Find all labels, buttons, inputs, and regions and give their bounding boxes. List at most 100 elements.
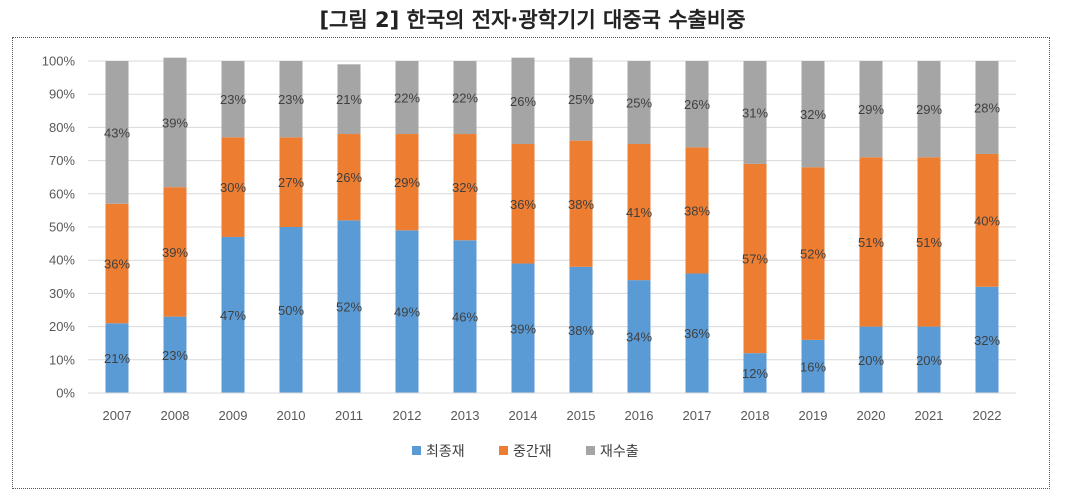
data-label: 29% bbox=[916, 102, 942, 117]
data-label: 51% bbox=[916, 235, 942, 250]
legend-swatch bbox=[586, 446, 595, 455]
data-label: 16% bbox=[800, 359, 826, 374]
bar-2019-중간재 bbox=[801, 167, 825, 340]
data-label: 36% bbox=[684, 326, 710, 341]
y-tick-label: 80% bbox=[49, 120, 75, 135]
bar-2014-최종재 bbox=[511, 263, 535, 393]
bar-2014-재수출 bbox=[511, 57, 535, 144]
bar-2016-재수출 bbox=[627, 61, 651, 144]
bar-2019-최종재 bbox=[801, 339, 825, 393]
bar-2021-중간재 bbox=[917, 157, 941, 327]
legend-label: 재수출 bbox=[600, 444, 639, 460]
chart-title: [그림 2] 한국의 전자·광학기기 대중국 수출비중 bbox=[319, 8, 746, 32]
bar-2017-재수출 bbox=[685, 61, 709, 148]
data-label: 36% bbox=[510, 197, 536, 212]
data-label: 34% bbox=[626, 330, 652, 345]
y-tick-label: 70% bbox=[49, 153, 75, 168]
data-label: 52% bbox=[336, 300, 362, 315]
data-label: 29% bbox=[858, 102, 884, 117]
data-label: 23% bbox=[278, 92, 304, 107]
data-label: 31% bbox=[742, 105, 768, 120]
bar-2008-재수출 bbox=[163, 57, 187, 188]
bar-2014-중간재 bbox=[511, 144, 535, 264]
data-label: 40% bbox=[974, 213, 1000, 228]
bar-2011-재수출 bbox=[337, 64, 361, 135]
x-tick-label: 2017 bbox=[683, 408, 712, 423]
bar-2021-재수출 bbox=[917, 61, 941, 158]
y-tick-label: 100% bbox=[42, 54, 76, 69]
x-tick-label: 2021 bbox=[915, 408, 944, 423]
legend-swatch bbox=[412, 446, 421, 455]
data-label: 51% bbox=[858, 235, 884, 250]
x-tick-label: 2012 bbox=[393, 408, 422, 423]
data-label: 32% bbox=[974, 333, 1000, 348]
bar-2015-중간재 bbox=[569, 140, 593, 267]
data-label: 32% bbox=[452, 180, 478, 195]
x-tick-label: 2008 bbox=[161, 408, 190, 423]
y-tick-label: 0% bbox=[56, 386, 75, 401]
x-tick-label: 2014 bbox=[509, 408, 538, 423]
data-label: 21% bbox=[336, 92, 362, 107]
y-tick-label: 20% bbox=[49, 319, 75, 334]
data-label: 39% bbox=[162, 115, 188, 130]
data-label: 29% bbox=[394, 175, 420, 190]
bar-2016-최종재 bbox=[627, 280, 651, 393]
x-axis: 2007 2008 2009 2010 2011 2012 2013 2014 2015 2016… bbox=[88, 392, 1016, 423]
data-label: 39% bbox=[162, 245, 188, 260]
data-label: 50% bbox=[278, 303, 304, 318]
x-tick-label: 2010 bbox=[277, 408, 306, 423]
bar-2010-재수출 bbox=[279, 61, 303, 138]
x-tick-label: 2019 bbox=[799, 408, 828, 423]
bar-2015-최종재 bbox=[569, 266, 593, 393]
bar-2016-중간재 bbox=[627, 144, 651, 281]
bars bbox=[105, 57, 999, 393]
data-label: 22% bbox=[452, 91, 478, 106]
data-label: 26% bbox=[510, 94, 536, 109]
bar-2022-재수출 bbox=[975, 61, 999, 154]
legend-label: 중간재 bbox=[513, 444, 552, 460]
data-label: 21% bbox=[104, 351, 130, 366]
bar-2007-중간재 bbox=[105, 203, 129, 324]
bar-2013-중간재 bbox=[453, 134, 477, 241]
x-tick-label: 2011 bbox=[335, 408, 363, 423]
y-tick-label: 40% bbox=[49, 253, 75, 268]
data-label: 38% bbox=[684, 203, 710, 218]
bar-2018-중간재 bbox=[743, 163, 767, 354]
x-tick-label: 2018 bbox=[741, 408, 770, 423]
x-tick-label: 2015 bbox=[567, 408, 596, 423]
x-tick-label: 2022 bbox=[973, 408, 1002, 423]
bar-2008-중간재 bbox=[163, 187, 187, 317]
bar-2012-중간재 bbox=[395, 134, 419, 231]
data-label: 25% bbox=[626, 96, 652, 111]
bar-2022-중간재 bbox=[975, 153, 999, 287]
data-label: 41% bbox=[626, 205, 652, 220]
data-label: 20% bbox=[858, 353, 884, 368]
y-tick-label: 60% bbox=[49, 186, 75, 201]
data-label: 38% bbox=[568, 323, 594, 338]
bar-2012-재수출 bbox=[395, 61, 419, 135]
data-label: 47% bbox=[220, 308, 246, 323]
bar-2010-중간재 bbox=[279, 137, 303, 227]
data-label: 52% bbox=[800, 247, 826, 262]
data-label: 26% bbox=[684, 97, 710, 112]
bar-2015-재수출 bbox=[569, 57, 593, 141]
x-tick-label: 2016 bbox=[625, 408, 654, 423]
data-label: 36% bbox=[104, 257, 130, 272]
data-label: 12% bbox=[742, 366, 768, 381]
x-tick-label: 2013 bbox=[451, 408, 480, 423]
bar-2021-최종재 bbox=[917, 326, 941, 393]
bar-2008-최종재 bbox=[163, 316, 187, 393]
legend-label: 최종재 bbox=[426, 444, 465, 460]
y-tick-label: 30% bbox=[49, 286, 75, 301]
bar-2017-중간재 bbox=[685, 147, 709, 274]
data-label: 23% bbox=[220, 92, 246, 107]
y-tick-label: 10% bbox=[49, 352, 75, 367]
y-axis: 0% 10% 20% 30% 40% 50% 60% 70% 80% 90% 100% bbox=[42, 54, 76, 401]
data-label: 20% bbox=[916, 353, 942, 368]
data-label: 22% bbox=[394, 91, 420, 106]
bar-2022-최종재 bbox=[975, 286, 999, 393]
y-tick-label: 50% bbox=[49, 220, 75, 235]
data-label: 25% bbox=[568, 92, 594, 107]
data-label: 46% bbox=[452, 310, 478, 325]
chart-frame bbox=[12, 37, 1050, 489]
